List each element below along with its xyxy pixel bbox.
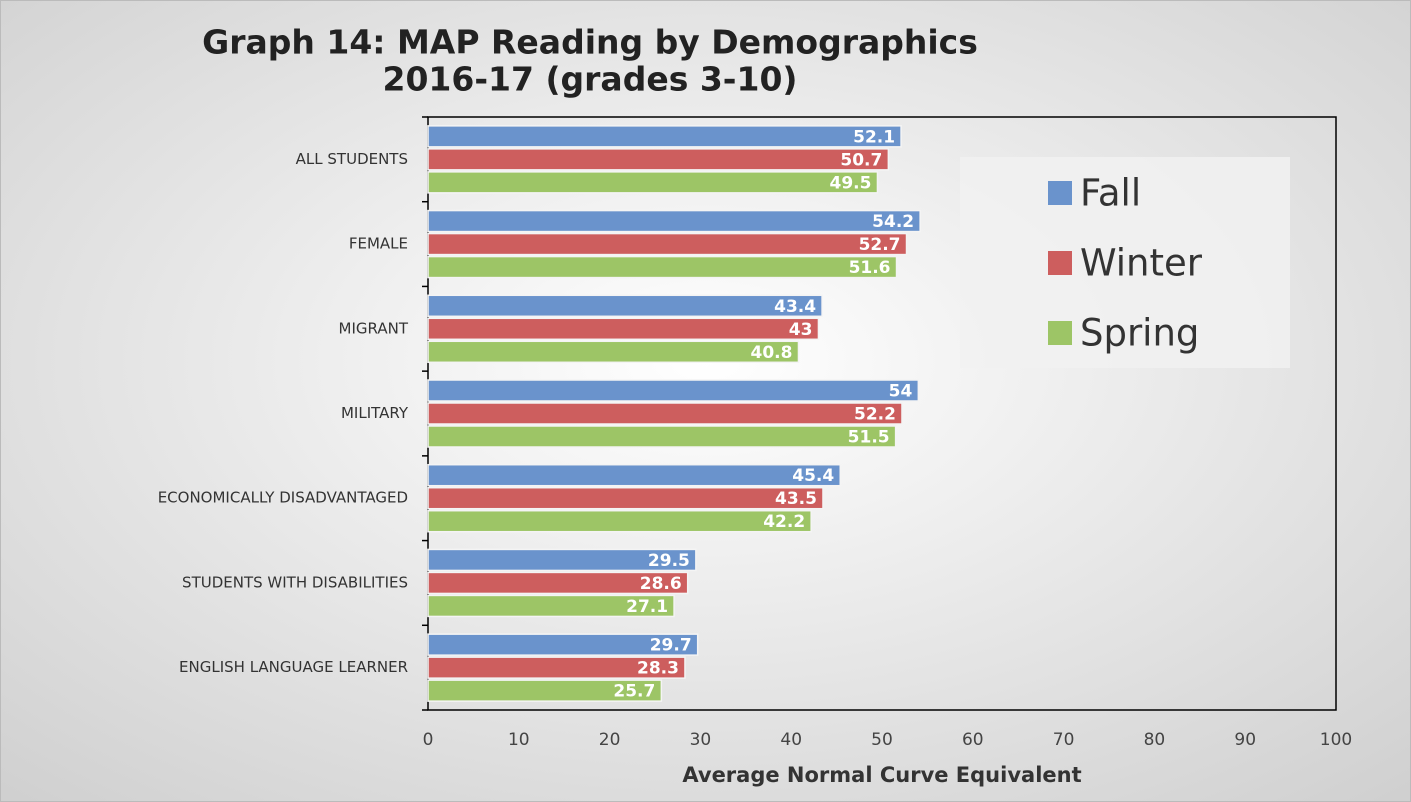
legend-swatch xyxy=(1048,321,1072,345)
bar xyxy=(427,255,898,279)
chart-title: 2016-17 (grades 3-10) xyxy=(383,60,798,99)
bar xyxy=(427,171,879,194)
x-tick-label: 40 xyxy=(780,730,802,750)
bar xyxy=(427,571,689,595)
bar xyxy=(427,294,823,318)
data-label: 49.5 xyxy=(830,173,872,193)
data-label: 25.7 xyxy=(613,682,655,702)
data-label: 28.6 xyxy=(640,574,682,594)
x-tick-label: 70 xyxy=(1053,730,1075,750)
data-label: 52.7 xyxy=(859,235,901,255)
x-tick-label: 100 xyxy=(1320,730,1352,750)
bar xyxy=(427,148,890,171)
x-tick-label: 20 xyxy=(599,730,621,750)
bar xyxy=(427,317,820,341)
x-tick-label: 90 xyxy=(1234,730,1256,750)
x-axis-label: Average Normal Curve Equivalent xyxy=(682,763,1081,787)
legend-label: Spring xyxy=(1080,312,1199,355)
bar xyxy=(427,125,902,148)
x-tick-label: 80 xyxy=(1144,730,1166,750)
y-tick-label: STUDENTS WITH DISABILITIES xyxy=(182,573,408,591)
bar xyxy=(427,379,920,402)
x-tick-label: 0 xyxy=(423,730,434,750)
y-tick-label: FEMALE xyxy=(349,235,408,253)
data-label: 43.5 xyxy=(775,489,817,509)
bar xyxy=(427,402,903,425)
bar xyxy=(427,548,697,572)
bar xyxy=(427,594,675,618)
x-tick-label: 60 xyxy=(962,730,984,750)
y-tick-label: ECONOMICALLY DISADVANTAGED xyxy=(158,489,408,507)
bar xyxy=(427,633,699,656)
data-label: 50.7 xyxy=(840,150,882,170)
bar xyxy=(427,463,841,487)
bar xyxy=(427,340,800,364)
data-label: 40.8 xyxy=(751,343,793,363)
bar xyxy=(427,232,908,256)
bar xyxy=(427,486,824,510)
legend-label: Fall xyxy=(1080,172,1141,215)
data-label: 29.7 xyxy=(650,636,692,656)
legend-swatch xyxy=(1048,251,1072,275)
bar xyxy=(427,679,663,702)
y-tick-label: ALL STUDENTS xyxy=(296,150,408,168)
bar xyxy=(427,509,812,533)
bar xyxy=(427,425,897,448)
bar xyxy=(427,209,921,233)
legend-box xyxy=(960,157,1290,368)
data-label: 52.2 xyxy=(854,405,896,425)
x-tick-label: 50 xyxy=(871,730,893,750)
data-label: 51.6 xyxy=(849,258,891,278)
y-tick-label: MIGRANT xyxy=(339,319,409,337)
data-label: 51.5 xyxy=(848,428,890,448)
data-label: 42.2 xyxy=(763,512,805,532)
legend-swatch xyxy=(1048,181,1072,205)
data-label: 43.4 xyxy=(774,297,816,317)
chart-title: Graph 14: MAP Reading by Demographics xyxy=(202,23,978,62)
legend-label: Winter xyxy=(1080,242,1203,285)
data-label: 54 xyxy=(889,382,913,402)
y-tick-label: ENGLISH LANGUAGE LEARNER xyxy=(179,658,408,676)
data-label: 28.3 xyxy=(637,659,679,679)
data-label: 29.5 xyxy=(648,551,690,571)
x-tick-label: 10 xyxy=(508,730,530,750)
bar xyxy=(427,656,686,679)
data-label: 54.2 xyxy=(872,212,914,232)
y-tick-label: MILITARY xyxy=(341,404,409,422)
data-label: 27.1 xyxy=(626,597,668,617)
data-label: 45.4 xyxy=(792,466,834,486)
data-label: 43 xyxy=(789,320,813,340)
data-label: 52.1 xyxy=(853,127,895,147)
x-tick-label: 30 xyxy=(690,730,712,750)
